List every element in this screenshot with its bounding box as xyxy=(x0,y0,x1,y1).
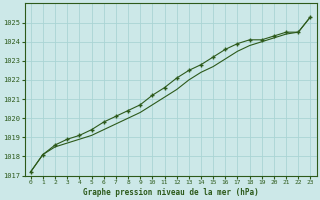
X-axis label: Graphe pression niveau de la mer (hPa): Graphe pression niveau de la mer (hPa) xyxy=(83,188,259,197)
